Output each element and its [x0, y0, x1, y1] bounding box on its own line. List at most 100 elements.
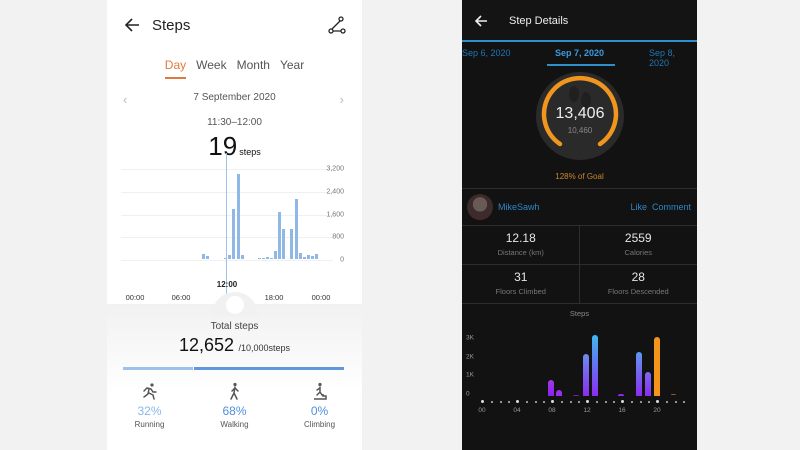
calories-stat: 2559 Calories [580, 225, 698, 264]
bar [202, 254, 205, 259]
bar-20 [654, 337, 660, 396]
walking-icon [229, 382, 239, 400]
x-tick: 08 [548, 407, 556, 414]
divider-vertical [579, 225, 580, 303]
hour-dot [683, 401, 685, 403]
total-steps-label: Total steps [210, 321, 259, 332]
x-tick: 00 [478, 407, 486, 414]
bar [266, 257, 269, 259]
bar [258, 258, 261, 259]
bar-09 [556, 390, 562, 396]
bar-12 [583, 354, 589, 396]
bar [274, 251, 277, 259]
hour-dot [535, 401, 537, 403]
x-tick: 12 [583, 407, 591, 414]
running-segment [123, 367, 193, 370]
climbing-icon [313, 382, 327, 400]
hour-dot [613, 401, 615, 403]
chart-title: Steps [569, 309, 590, 318]
walking-pct: 68% [222, 404, 247, 418]
y-tick: 0 [340, 256, 344, 264]
period-tabs: Day Week Month Year [107, 58, 362, 79]
activity-progress-bar [123, 367, 344, 370]
date-next[interactable]: Sep 8, 2020 [649, 48, 676, 68]
hourly-steps-chart[interactable]: 3K 2K 1K 0 [462, 320, 697, 420]
bar [311, 256, 314, 259]
time-cursor-line [226, 153, 227, 299]
floors-climbed-stat: 31 Floors Climbed [462, 264, 580, 303]
hour-dot [578, 401, 580, 403]
activity-breakdown: 32% Running 68% Walking 0% Climbing [107, 382, 362, 429]
steps-total: 13,406 [555, 105, 605, 122]
hour-dot [551, 400, 554, 403]
hour-dot [675, 401, 677, 403]
y-tick: 2,400 [326, 188, 344, 196]
x-tick: 00:00 [311, 293, 331, 302]
climbing-pct: 0% [310, 404, 329, 418]
tab-week[interactable]: Week [196, 58, 227, 72]
divider [462, 303, 697, 304]
bar-19 [645, 372, 651, 396]
running-label: Running [134, 420, 165, 429]
gridline [121, 260, 333, 261]
header: Steps [107, 14, 362, 38]
bar-18 [636, 352, 642, 396]
garmin-step-details-screen: Step Details Sep 6, 2020 Sep 7, 2020 Sep… [462, 0, 697, 450]
bar [270, 258, 273, 259]
floors-climbed-value: 31 [514, 270, 528, 284]
running-icon [142, 383, 157, 400]
x-tick: 20 [653, 407, 661, 414]
avatar[interactable] [467, 194, 493, 220]
selected-range: 11:30–12:00 [207, 117, 262, 128]
bar-22 [671, 394, 676, 395]
bar-08 [548, 380, 554, 396]
date-carousel: Sep 6, 2020 Sep 7, 2020 Sep 8, 2020 [462, 48, 697, 68]
chevron-left-icon[interactable]: ‹ [123, 92, 128, 107]
tab-year[interactable]: Year [279, 58, 305, 72]
bar-16 [618, 394, 624, 396]
arrow-left-icon[interactable] [123, 16, 141, 34]
date-prev[interactable]: Sep 6, 2020 [462, 48, 511, 58]
calories-value: 2559 [624, 231, 652, 245]
hour-dot [526, 401, 528, 403]
calories-label: Calories [624, 248, 652, 257]
y-tick: 1,600 [326, 211, 344, 219]
hour-dot [516, 400, 519, 403]
walking-label: Walking [220, 420, 249, 429]
floors-descended-value: 28 [631, 270, 645, 284]
bar [315, 254, 318, 259]
y-tick: 2K [466, 353, 474, 361]
username-link[interactable]: MikeSawh [498, 202, 540, 212]
page-title: Step Details [509, 15, 569, 27]
y-tick: 800 [332, 233, 344, 241]
time-scrubber-handle[interactable] [225, 296, 244, 314]
social-row: MikeSawh Like Comment [462, 190, 697, 224]
gridline [121, 215, 333, 216]
tab-month[interactable]: Month [236, 58, 270, 72]
chevron-right-icon[interactable]: › [339, 92, 344, 107]
tab-day[interactable]: Day [164, 58, 187, 79]
hour-dot [561, 401, 563, 403]
floors-climbed-label: Floors Climbed [495, 287, 546, 296]
bar [228, 255, 231, 259]
progress-ring-icon [541, 75, 619, 147]
distance-label: Distance (km) [497, 248, 544, 257]
arrow-left-icon[interactable] [474, 14, 488, 28]
bar [299, 253, 302, 259]
climbing-stat: 0% Climbing [277, 382, 362, 429]
date-current[interactable]: Sep 7, 2020 [555, 48, 605, 58]
like-button[interactable]: Like [630, 202, 647, 212]
x-tick: 18:00 [264, 293, 284, 302]
route-icon[interactable] [328, 16, 346, 34]
climbing-label: Climbing [303, 420, 336, 429]
hour-dot [508, 401, 510, 403]
steps-day-chart[interactable]: 3,200 2,400 1,600 800 0 [107, 153, 362, 299]
bar-13 [592, 335, 598, 396]
comment-button[interactable]: Comment [651, 202, 691, 212]
hour-dot [640, 401, 642, 403]
hour-dot [481, 400, 484, 403]
selected-steps-value: 19 [208, 131, 238, 161]
y-tick: 3,200 [326, 165, 344, 173]
header-divider [462, 40, 697, 42]
running-pct: 32% [137, 404, 162, 418]
